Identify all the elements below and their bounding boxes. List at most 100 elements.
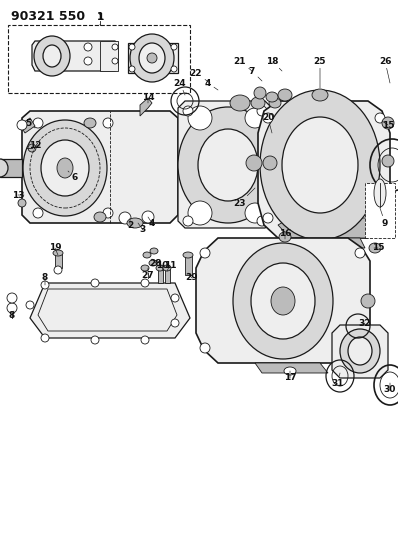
Polygon shape	[295, 238, 365, 248]
Ellipse shape	[279, 232, 291, 242]
Ellipse shape	[103, 208, 113, 218]
Ellipse shape	[254, 87, 266, 99]
Ellipse shape	[320, 243, 336, 253]
Ellipse shape	[284, 367, 296, 375]
Polygon shape	[278, 218, 382, 238]
Polygon shape	[0, 159, 22, 177]
Ellipse shape	[112, 44, 118, 50]
Text: 14: 14	[142, 93, 154, 103]
Ellipse shape	[26, 301, 34, 309]
Ellipse shape	[183, 252, 193, 258]
Ellipse shape	[129, 44, 135, 50]
Ellipse shape	[198, 129, 258, 201]
Ellipse shape	[141, 279, 149, 287]
Text: 13: 13	[12, 190, 24, 199]
Ellipse shape	[375, 113, 385, 123]
Ellipse shape	[43, 45, 61, 67]
Text: 25: 25	[314, 56, 326, 88]
Ellipse shape	[178, 107, 278, 223]
Text: 31: 31	[332, 373, 344, 387]
Ellipse shape	[263, 213, 273, 223]
Ellipse shape	[28, 144, 36, 152]
Ellipse shape	[147, 53, 157, 63]
Ellipse shape	[200, 343, 210, 353]
Ellipse shape	[7, 303, 17, 313]
Ellipse shape	[171, 44, 177, 50]
Ellipse shape	[84, 43, 92, 51]
Text: 11: 11	[164, 261, 176, 271]
Ellipse shape	[200, 248, 210, 258]
Ellipse shape	[23, 120, 107, 216]
Ellipse shape	[245, 203, 265, 223]
Text: 32: 32	[359, 319, 371, 327]
Ellipse shape	[230, 95, 250, 111]
Text: 4: 4	[148, 217, 155, 228]
Ellipse shape	[139, 43, 165, 73]
Text: 16: 16	[279, 229, 291, 239]
Ellipse shape	[264, 131, 280, 145]
Ellipse shape	[312, 89, 328, 101]
Polygon shape	[196, 238, 370, 363]
Polygon shape	[165, 268, 170, 283]
Text: 15: 15	[372, 244, 384, 253]
Text: 4: 4	[205, 78, 218, 90]
Polygon shape	[30, 283, 190, 338]
Ellipse shape	[103, 118, 113, 128]
Text: 23: 23	[234, 188, 255, 207]
Text: 1: 1	[97, 12, 103, 22]
Ellipse shape	[271, 287, 295, 315]
Ellipse shape	[355, 248, 365, 258]
Text: 3: 3	[138, 223, 146, 235]
Text: 90321 550: 90321 550	[11, 10, 85, 23]
Ellipse shape	[33, 208, 43, 218]
Text: 24: 24	[174, 78, 186, 95]
Polygon shape	[255, 363, 328, 373]
Polygon shape	[158, 268, 163, 283]
Text: 22: 22	[190, 69, 210, 83]
Ellipse shape	[263, 156, 277, 170]
Ellipse shape	[129, 66, 135, 72]
Ellipse shape	[374, 179, 386, 207]
Text: 5: 5	[25, 118, 35, 128]
Text: 19: 19	[49, 244, 61, 255]
Polygon shape	[258, 101, 390, 238]
Ellipse shape	[263, 113, 273, 123]
Ellipse shape	[17, 120, 27, 130]
Text: 29: 29	[186, 273, 198, 282]
Ellipse shape	[141, 336, 149, 344]
Ellipse shape	[156, 265, 164, 271]
Text: 2: 2	[127, 218, 133, 230]
Ellipse shape	[171, 294, 179, 302]
Ellipse shape	[369, 243, 381, 253]
Ellipse shape	[143, 252, 151, 258]
Text: 15: 15	[382, 120, 394, 130]
Ellipse shape	[34, 36, 70, 76]
Ellipse shape	[348, 337, 372, 365]
Text: 6: 6	[68, 171, 78, 182]
Ellipse shape	[257, 106, 267, 116]
Ellipse shape	[171, 319, 179, 327]
Ellipse shape	[18, 199, 26, 207]
Polygon shape	[332, 325, 388, 378]
Polygon shape	[100, 41, 118, 71]
Text: 20: 20	[262, 114, 274, 133]
Polygon shape	[128, 43, 178, 73]
Ellipse shape	[91, 279, 99, 287]
Ellipse shape	[355, 343, 365, 353]
Ellipse shape	[171, 66, 177, 72]
Ellipse shape	[84, 118, 96, 128]
Ellipse shape	[33, 118, 43, 128]
Polygon shape	[32, 41, 118, 71]
Ellipse shape	[188, 201, 212, 225]
Ellipse shape	[251, 263, 315, 339]
Text: 9: 9	[380, 208, 388, 228]
Text: 10: 10	[156, 261, 168, 271]
Ellipse shape	[340, 329, 380, 373]
Ellipse shape	[382, 155, 394, 167]
Ellipse shape	[269, 98, 281, 108]
Ellipse shape	[150, 248, 158, 254]
Ellipse shape	[53, 250, 63, 256]
Ellipse shape	[339, 244, 351, 252]
Text: 1: 1	[97, 12, 103, 25]
Ellipse shape	[91, 336, 99, 344]
